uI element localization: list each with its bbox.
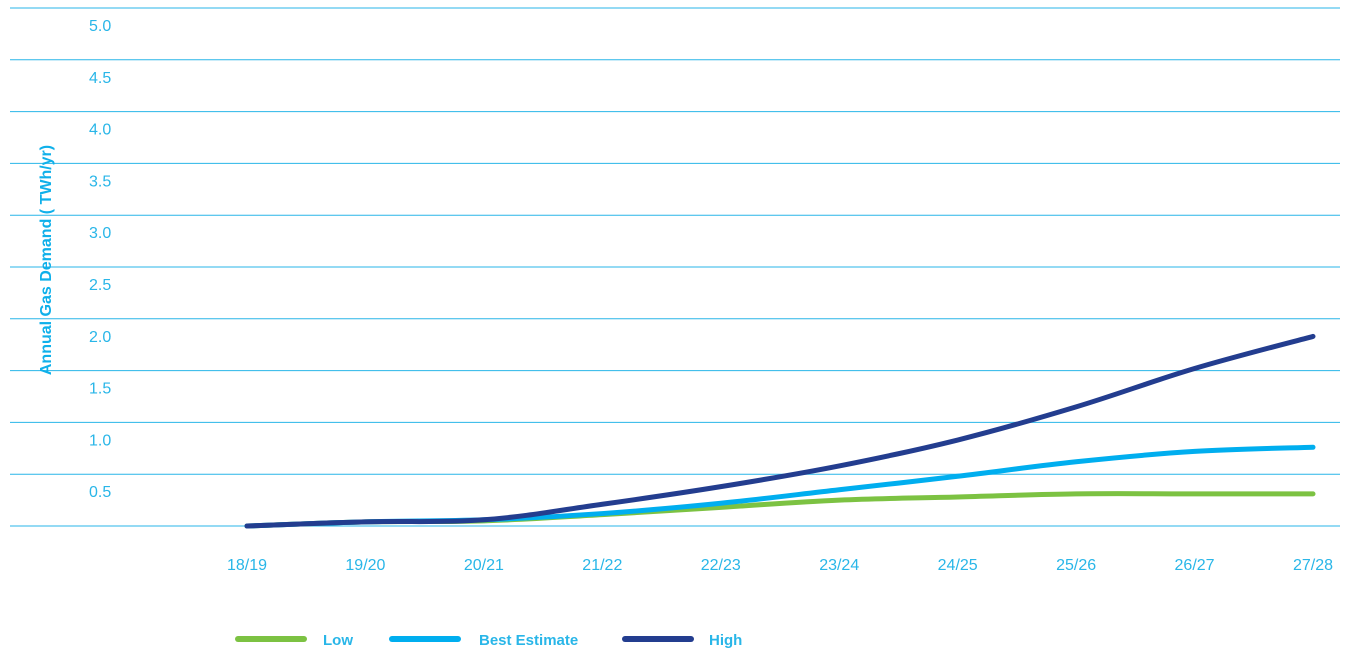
x-tick-label: 27/28 [1293,557,1333,574]
series-line-high [244,333,1316,529]
x-tick-label: 18/19 [227,557,267,574]
legend-label-high: High [709,632,742,649]
x-tick-label: 22/23 [701,557,741,574]
y-tick-label: 2.0 [89,329,111,346]
y-tick-label: 0.5 [89,484,111,501]
x-tick-label: 20/21 [464,557,504,574]
y-tick-label: 2.5 [89,277,111,294]
y-tick-label: 1.5 [89,381,111,398]
y-tick-label: 3.5 [89,173,111,190]
grid-lines [10,7,1340,527]
x-axis-ticks: 18/19 19/20 20/21 21/22 22/23 23/24 24/25 25/26… [227,557,1333,574]
x-tick-label: 24/25 [938,557,978,574]
y-axis-ticks: 5.0 4.5 4.0 3.5 3.0 2.5 2.0 1.5 1.0 0.5 [89,18,111,501]
y-tick-label: 3.0 [89,225,111,242]
y-axis-label: Annual Gas Demand ( TWh/yr) [38,145,55,375]
series-lines [244,333,1316,529]
x-tick-label: 25/26 [1056,557,1096,574]
x-tick-label: 23/24 [819,557,859,574]
series-line-best-estimate [244,444,1316,529]
legend-label-low: Low [323,632,353,649]
x-tick-label: 21/22 [582,557,622,574]
y-tick-label: 4.0 [89,122,111,139]
y-tick-label: 4.5 [89,70,111,87]
legend: Low Best Estimate High [235,632,742,649]
x-tick-label: 26/27 [1175,557,1215,574]
legend-label-best-estimate: Best Estimate [479,632,578,649]
x-tick-label: 19/20 [345,557,385,574]
y-tick-label: 5.0 [89,18,111,35]
y-tick-label: 1.0 [89,432,111,449]
